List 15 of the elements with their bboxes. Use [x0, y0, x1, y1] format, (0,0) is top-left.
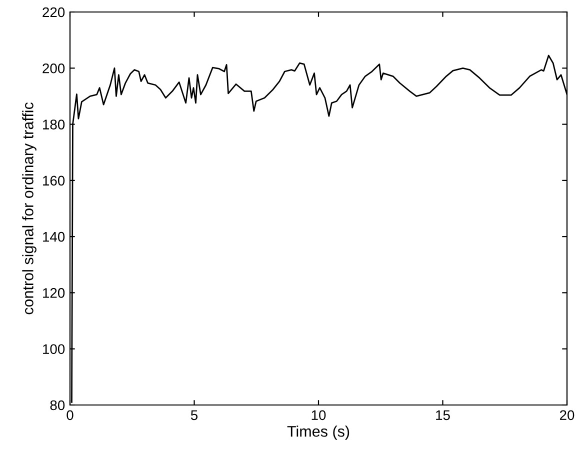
y-tick-label: 160 — [43, 176, 65, 186]
x-tick-label: 15 — [436, 410, 450, 420]
x-tick-label: 5 — [190, 410, 198, 420]
y-tick-label: 80 — [50, 400, 65, 410]
y-axis-title: control signal for ordinary traffic — [22, 102, 36, 314]
y-tick-label: 200 — [42, 63, 65, 74]
x-axis-title: Times (s) — [287, 426, 350, 440]
x-tick-label: 10 — [312, 410, 326, 420]
x-tick-label: 20 — [560, 410, 574, 420]
y-tick-label: 140 — [43, 232, 65, 242]
x-tick-label: 0 — [66, 410, 74, 420]
y-tick-label: 100 — [43, 344, 65, 354]
y-tick-label: 120 — [43, 288, 65, 298]
y-tick-label: 220 — [42, 7, 65, 18]
y-tick-label: 180 — [43, 120, 65, 130]
